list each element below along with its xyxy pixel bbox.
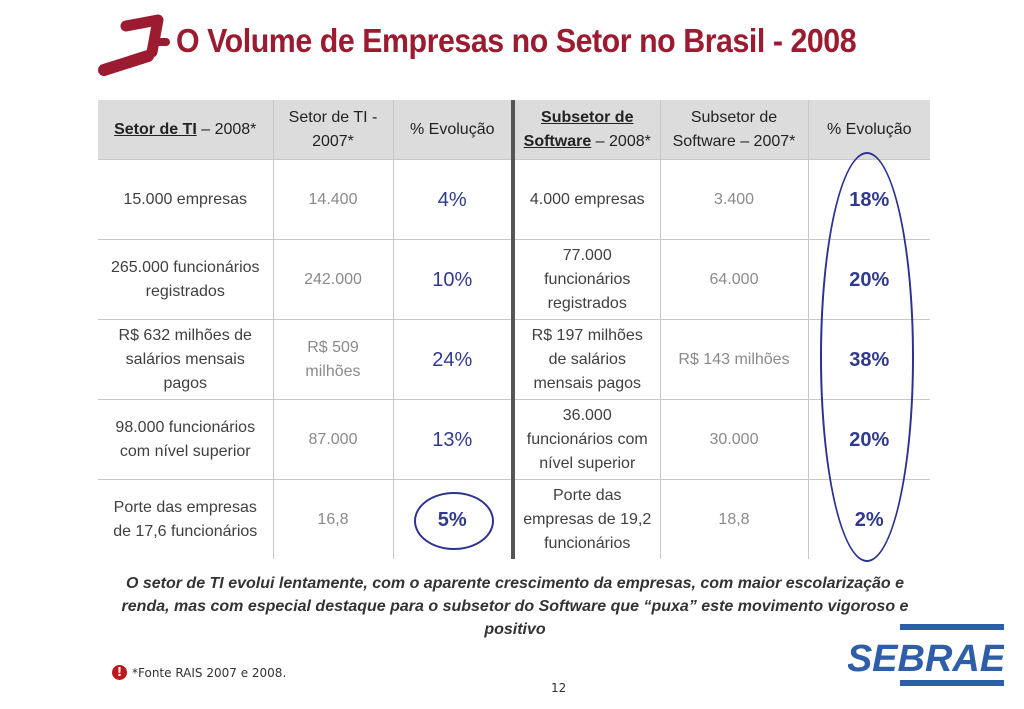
cell-ti-2008: 15.000 empresas [98, 159, 274, 240]
cell-ti-evolucao: 4% [393, 159, 515, 240]
cell-software-2007: 64.000 [660, 239, 809, 320]
table-row: R$ 632 milhões de salários mensais pagos… [98, 319, 930, 400]
arrow-logo-icon [98, 14, 170, 76]
cell-software-2008: 4.000 empresas [513, 159, 661, 240]
table-header-row: Setor de TI – 2008* Setor de TI - 2007* … [98, 100, 930, 160]
header-evolucao-software: % Evolução [808, 100, 930, 160]
table-row: 15.000 empresas 14.400 4% 4.000 empresas… [98, 159, 930, 240]
cell-ti-2007: 242.000 [273, 239, 394, 320]
table-row: 265.000 funcionários registrados 242.000… [98, 239, 930, 320]
header-software-2008: Subsetor de Software – 2008* [513, 100, 661, 160]
cell-ti-2008: 265.000 funcionários registrados [98, 239, 274, 320]
header-setor-ti-2008: Setor de TI – 2008* [98, 100, 274, 160]
comparison-table: Setor de TI – 2008* Setor de TI - 2007* … [98, 100, 930, 559]
svg-text:SEBRAE: SEBRAE [848, 638, 1004, 680]
cell-software-2008: R$ 197 milhões de salários mensais pagos [513, 319, 661, 400]
cell-ti-2007: 87.000 [273, 399, 394, 480]
cell-software-2007: 18,8 [660, 479, 809, 559]
cell-software-2008: Porte das empresas de 19,2 funcionários [513, 479, 661, 559]
summary-note: O setor de TI evolui lentamente, com o a… [121, 575, 909, 638]
table-row: 98.000 funcionários com nível superior 8… [98, 399, 930, 480]
exclamation-icon: ! [112, 665, 127, 680]
highlight-oval-software [820, 152, 914, 562]
cell-ti-evolucao: 10% [393, 239, 515, 320]
header-software-2007: Subsetor de Software – 2007* [660, 100, 809, 160]
header-evolucao-ti: % Evolução [393, 100, 515, 160]
table-row: Porte das empresas de 17,6 funcionários … [98, 479, 930, 559]
cell-ti-2008: R$ 632 milhões de salários mensais pagos [98, 319, 274, 400]
cell-ti-2007: R$ 509 milhões [273, 319, 394, 400]
cell-software-2007: 3.400 [660, 159, 809, 240]
page-number: 12 [551, 681, 567, 695]
cell-software-2008: 36.000 funcionários com nível superior [513, 399, 661, 480]
cell-software-2007: 30.000 [660, 399, 809, 480]
cell-ti-2007: 14.400 [273, 159, 394, 240]
sebrae-logo: SEBRAE [848, 624, 1004, 686]
cell-ti-evolucao: 13% [393, 399, 515, 480]
page-title: O Volume de Empresas no Setor no Brasil … [176, 22, 857, 59]
header-setor-ti-2007: Setor de TI - 2007* [273, 100, 394, 160]
cell-software-2008: 77.000 funcionários registrados [513, 239, 661, 320]
source-footnote: ! *Fonte RAIS 2007 e 2008. [112, 665, 286, 680]
cell-ti-evolucao: 24% [393, 319, 515, 400]
highlight-oval-ti [414, 492, 494, 550]
cell-software-2007: R$ 143 milhões [660, 319, 809, 400]
cell-ti-2008: 98.000 funcionários com nível superior [98, 399, 274, 480]
cell-ti-2007: 16,8 [273, 479, 394, 559]
cell-ti-2008: Porte das empresas de 17,6 funcionários [98, 479, 274, 559]
footnote-text: *Fonte RAIS 2007 e 2008. [132, 665, 287, 680]
